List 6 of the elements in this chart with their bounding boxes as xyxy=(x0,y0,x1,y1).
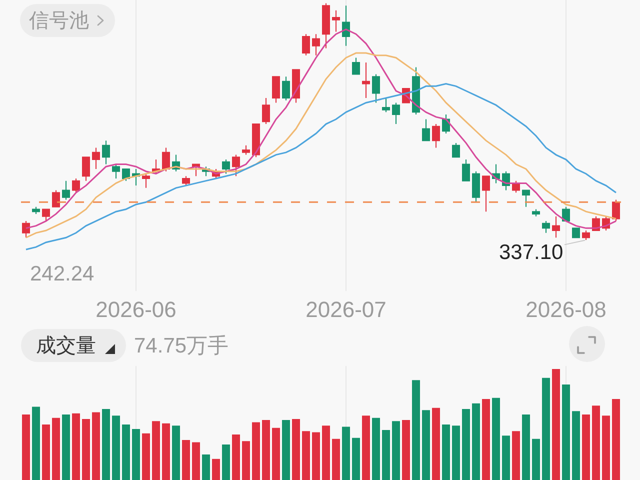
annotation: 信号池 xyxy=(29,10,89,32)
text: 337.10 xyxy=(499,241,564,264)
x-tick-label: 2026-08 xyxy=(526,297,606,322)
x-tick-label: 2026-06 xyxy=(96,297,176,322)
x-tick-label: 2026-07 xyxy=(306,297,386,322)
text: 242.24 xyxy=(30,262,94,286)
